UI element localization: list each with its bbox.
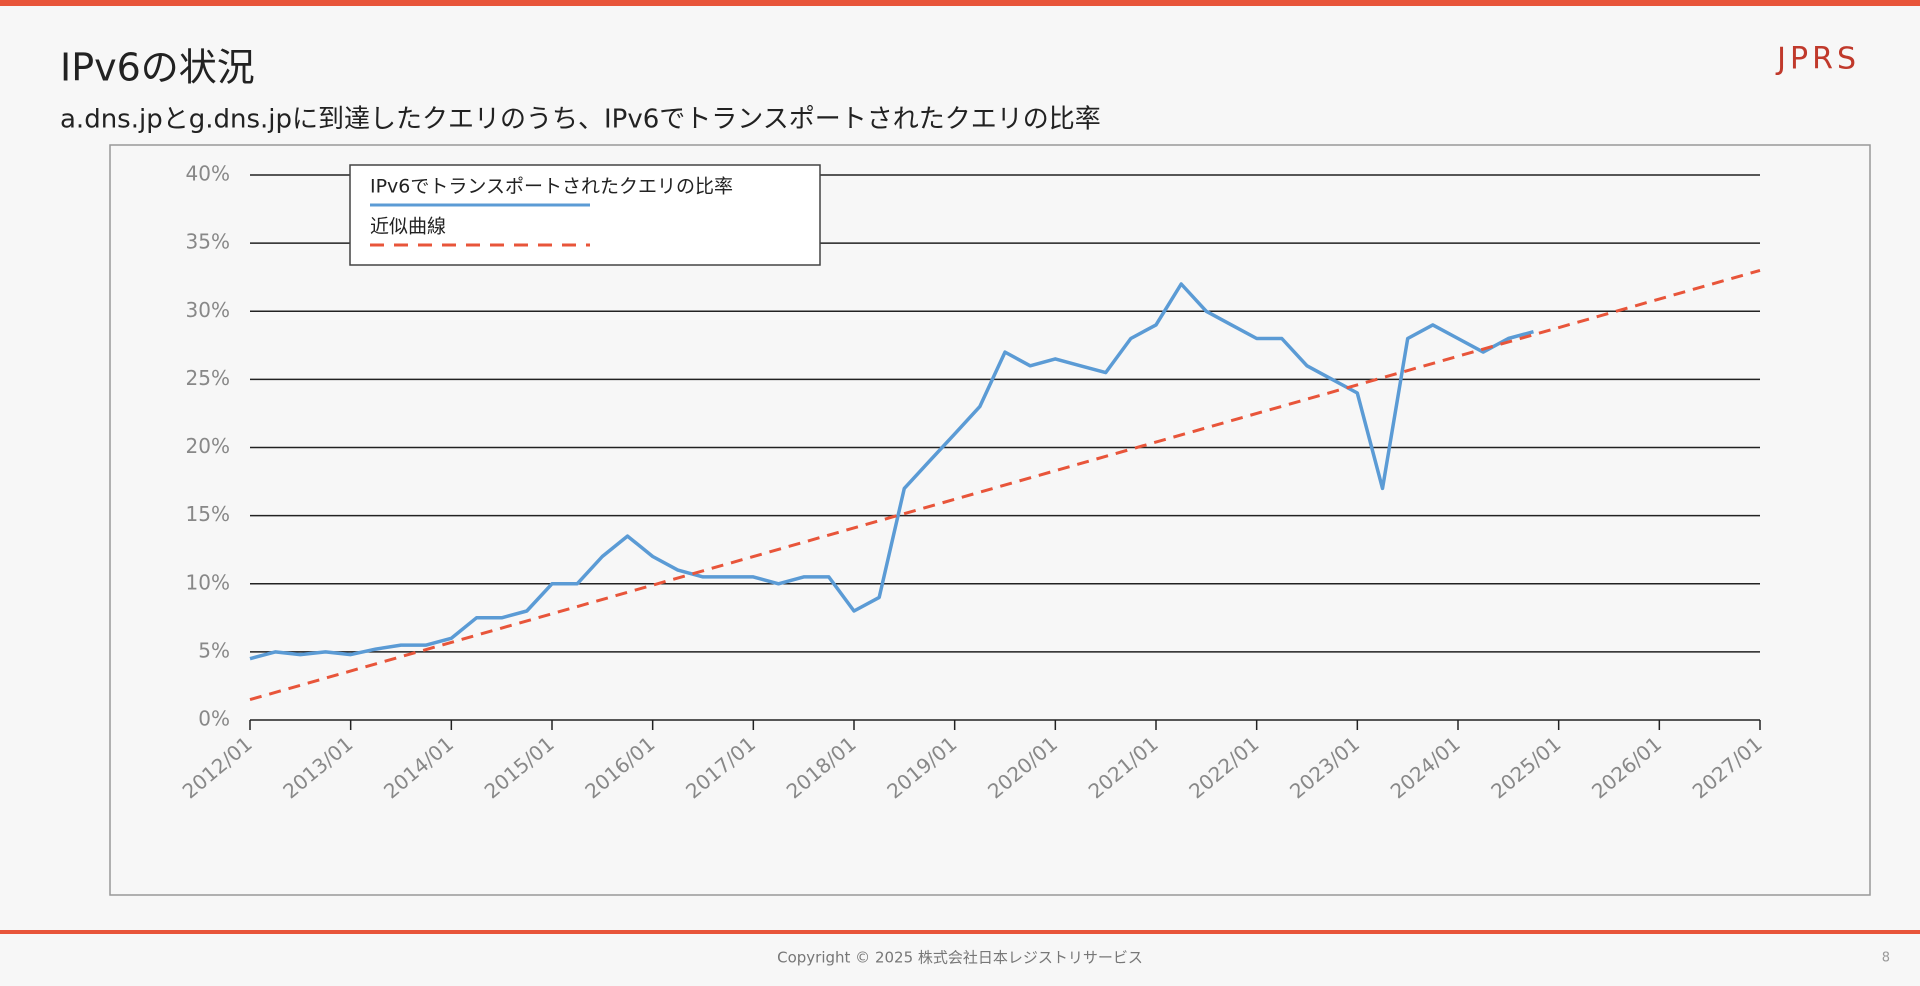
- chart-frame: [109, 144, 1871, 896]
- legend-label: 近似曲線: [370, 216, 446, 238]
- y-tick-label: 25%: [186, 366, 230, 390]
- y-tick-label: 40%: [186, 162, 230, 186]
- y-tick-label: 15%: [186, 502, 230, 526]
- y-tick-label: 0%: [198, 707, 230, 731]
- y-tick-label: 5%: [198, 638, 230, 662]
- y-tick-label: 30%: [186, 298, 230, 322]
- series-line: [249, 282, 1534, 661]
- y-tick-label: 20%: [186, 434, 230, 458]
- slide-subtitle: a.dns.jpとg.dns.jpに到達したクエリのうち、IPv6でトランスポー…: [60, 105, 1101, 135]
- top-rule: [0, 0, 1920, 6]
- legend-box: [349, 164, 821, 266]
- page-number: 8: [1882, 951, 1890, 966]
- bottom-rule: [0, 930, 1920, 934]
- y-tick-label: 35%: [186, 230, 230, 254]
- y-tick-label: 10%: [186, 570, 230, 594]
- series-line: [249, 268, 1761, 702]
- copyright: Copyright © 2025 株式会社日本レジストリサービス: [777, 949, 1143, 967]
- logo: JPRS: [1775, 42, 1860, 77]
- legend-label: IPv6でトランスポートされたクエリの比率: [370, 176, 733, 198]
- slide-title: IPv6の状況: [60, 46, 255, 90]
